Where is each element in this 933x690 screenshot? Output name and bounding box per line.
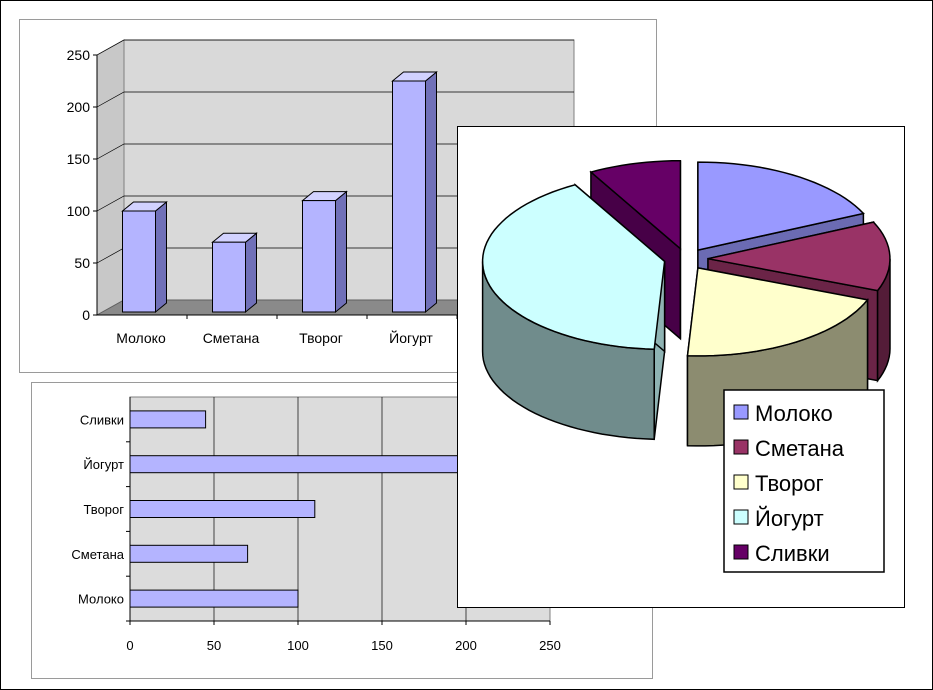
x-tick-label: 150 (371, 638, 393, 653)
bar-Молоко (129, 589, 299, 608)
legend-swatch (733, 544, 749, 560)
y-tick-label: Сметана (71, 547, 124, 562)
x-tick-label: Творог (299, 330, 343, 346)
y-tick-label: Сливки (80, 412, 124, 427)
pie-slice-Йогурт (481, 183, 666, 351)
y-tick-label: Йогурт (83, 457, 124, 472)
legend-swatch (733, 474, 749, 490)
legend-swatch (733, 509, 749, 525)
x-tick-label: 200 (455, 638, 477, 653)
pie-slice-Сливки (589, 159, 682, 251)
legend-label: Сливки (755, 541, 830, 566)
column-side (155, 200, 167, 314)
legend-label: Творог (755, 471, 824, 496)
legend: Молоко Сметана Творог Йогурт Сливки (723, 389, 885, 573)
legend-label: Молоко (755, 401, 833, 426)
side-wall (96, 39, 125, 316)
y-tick-label: 50 (74, 255, 90, 271)
x-tick-label: 250 (539, 638, 561, 653)
gridline (96, 39, 574, 56)
legend-swatch (733, 439, 749, 455)
column-Йогурт (392, 80, 426, 313)
y-tick-label: 0 (82, 307, 90, 323)
horizontal-bar-chart: 0 50 100 150 200 250 Молоко Сметана Творог Йогурт… (31, 382, 653, 679)
pie-chart-3d-svg: Молоко Сметана Творог Йогурт Сливки (481, 159, 891, 573)
x-tick-label: 50 (207, 638, 221, 653)
column-side (335, 190, 347, 314)
x-tick-label: Сметана (203, 330, 260, 346)
column-Сметана (212, 241, 246, 313)
legend-label: Йогурт (755, 506, 824, 531)
pie-slice-Сметана (707, 221, 891, 292)
y-tick-label: 150 (67, 151, 91, 167)
pie-slice-Молоко (697, 161, 865, 252)
y-tick-label: Творог (83, 502, 124, 517)
bar-Йогурт (129, 455, 509, 474)
legend-swatch (733, 404, 749, 420)
y-tick-label: 100 (67, 203, 91, 219)
x-tick-label: Молоко (116, 330, 166, 346)
legend-label: Сметана (755, 436, 845, 461)
x-tick-label: Йогурт (389, 329, 433, 346)
y-tick-label: 250 (67, 47, 91, 63)
y-tick-label: 200 (67, 99, 91, 115)
bar-Сливки (129, 410, 207, 429)
x-tick-label: 100 (287, 638, 309, 653)
bar-Сметана (129, 544, 249, 563)
pie-chart-3d: Молоко Сметана Творог Йогурт Сливки (457, 126, 905, 608)
x-tick-label: 0 (126, 638, 133, 653)
pie-slice-Творог (686, 267, 869, 357)
legend-box (723, 389, 885, 573)
column-Молоко (122, 210, 156, 313)
column-Творог (302, 200, 336, 313)
bar-Творог (129, 500, 316, 518)
column-side (245, 232, 257, 314)
y-tick-label: Молоко (78, 592, 124, 607)
column-side (425, 70, 437, 314)
